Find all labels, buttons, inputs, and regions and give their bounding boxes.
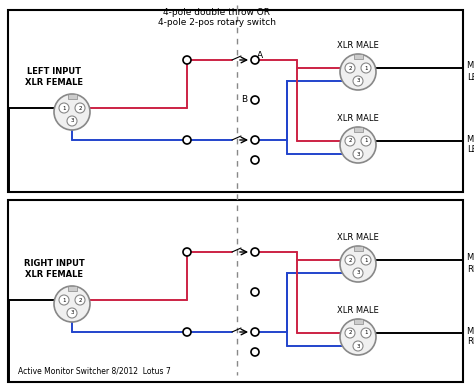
Text: LEFT: LEFT: [467, 72, 474, 82]
Circle shape: [340, 127, 376, 163]
Circle shape: [251, 288, 259, 296]
Circle shape: [345, 63, 355, 73]
Text: XLR MALE: XLR MALE: [337, 114, 379, 123]
Circle shape: [251, 96, 259, 104]
Circle shape: [183, 248, 191, 256]
Text: B: B: [241, 95, 247, 104]
Circle shape: [183, 56, 191, 64]
Text: 1: 1: [364, 65, 368, 70]
Bar: [8, 200, 463, 382]
Circle shape: [353, 341, 363, 351]
Circle shape: [251, 56, 259, 64]
Circle shape: [345, 328, 355, 338]
Text: 2: 2: [348, 330, 352, 335]
Circle shape: [361, 255, 371, 265]
Text: 3: 3: [70, 310, 74, 315]
Text: LEFT INPUT: LEFT INPUT: [27, 67, 81, 76]
Text: 2: 2: [348, 258, 352, 263]
Circle shape: [251, 136, 259, 144]
Circle shape: [54, 94, 90, 130]
Bar: [68, 94, 77, 99]
Text: 2: 2: [348, 139, 352, 144]
Text: 3: 3: [356, 271, 360, 276]
Text: 2: 2: [78, 105, 82, 110]
Circle shape: [353, 149, 363, 159]
Text: 1: 1: [364, 139, 368, 144]
Text: XLR MALE: XLR MALE: [337, 306, 379, 315]
Text: LEFT: LEFT: [467, 146, 474, 154]
Circle shape: [59, 295, 69, 305]
Text: XLR MALE: XLR MALE: [337, 233, 379, 242]
Text: 3: 3: [70, 119, 74, 124]
Text: Monitor B: Monitor B: [467, 134, 474, 144]
Bar: [68, 286, 77, 291]
Circle shape: [361, 328, 371, 338]
Circle shape: [75, 103, 85, 113]
Circle shape: [75, 295, 85, 305]
Bar: [354, 319, 363, 324]
Circle shape: [361, 136, 371, 146]
Circle shape: [251, 156, 259, 164]
Text: XLR FEMALE: XLR FEMALE: [25, 270, 83, 279]
Circle shape: [345, 136, 355, 146]
Circle shape: [67, 116, 77, 126]
Text: 2: 2: [348, 65, 352, 70]
Text: RIGHT: RIGHT: [467, 338, 474, 346]
Circle shape: [340, 319, 376, 355]
Text: 4-pole double throw OR: 4-pole double throw OR: [164, 8, 271, 17]
Text: Active Monitor Switcher 8/2012  Lotus 7: Active Monitor Switcher 8/2012 Lotus 7: [18, 366, 171, 375]
Text: 3: 3: [356, 343, 360, 348]
Circle shape: [340, 54, 376, 90]
Circle shape: [353, 268, 363, 278]
Text: A: A: [257, 50, 263, 60]
Text: 4-pole 2-pos rotary switch: 4-pole 2-pos rotary switch: [158, 18, 276, 27]
Circle shape: [59, 103, 69, 113]
Circle shape: [345, 255, 355, 265]
Text: XLR FEMALE: XLR FEMALE: [25, 78, 83, 87]
Text: 1: 1: [62, 298, 66, 303]
Circle shape: [251, 248, 259, 256]
Bar: [354, 246, 363, 251]
Bar: [354, 54, 363, 59]
Circle shape: [353, 76, 363, 86]
Text: Monitor A: Monitor A: [467, 62, 474, 70]
Text: 1: 1: [364, 330, 368, 335]
Text: 1: 1: [62, 105, 66, 110]
Circle shape: [183, 328, 191, 336]
Circle shape: [183, 136, 191, 144]
Bar: [8, 10, 463, 192]
Circle shape: [54, 286, 90, 322]
Bar: [354, 127, 363, 132]
Circle shape: [251, 348, 259, 356]
Text: Monitor A: Monitor A: [467, 253, 474, 263]
Text: RIGHT: RIGHT: [467, 264, 474, 273]
Circle shape: [361, 63, 371, 73]
Text: 1: 1: [364, 258, 368, 263]
Text: 2: 2: [78, 298, 82, 303]
Text: RIGHT INPUT: RIGHT INPUT: [24, 259, 84, 268]
Text: 3: 3: [356, 79, 360, 84]
Circle shape: [67, 308, 77, 318]
Text: 3: 3: [356, 152, 360, 156]
Text: XLR MALE: XLR MALE: [337, 41, 379, 50]
Circle shape: [251, 328, 259, 336]
Circle shape: [340, 246, 376, 282]
Text: Monitor B: Monitor B: [467, 326, 474, 335]
